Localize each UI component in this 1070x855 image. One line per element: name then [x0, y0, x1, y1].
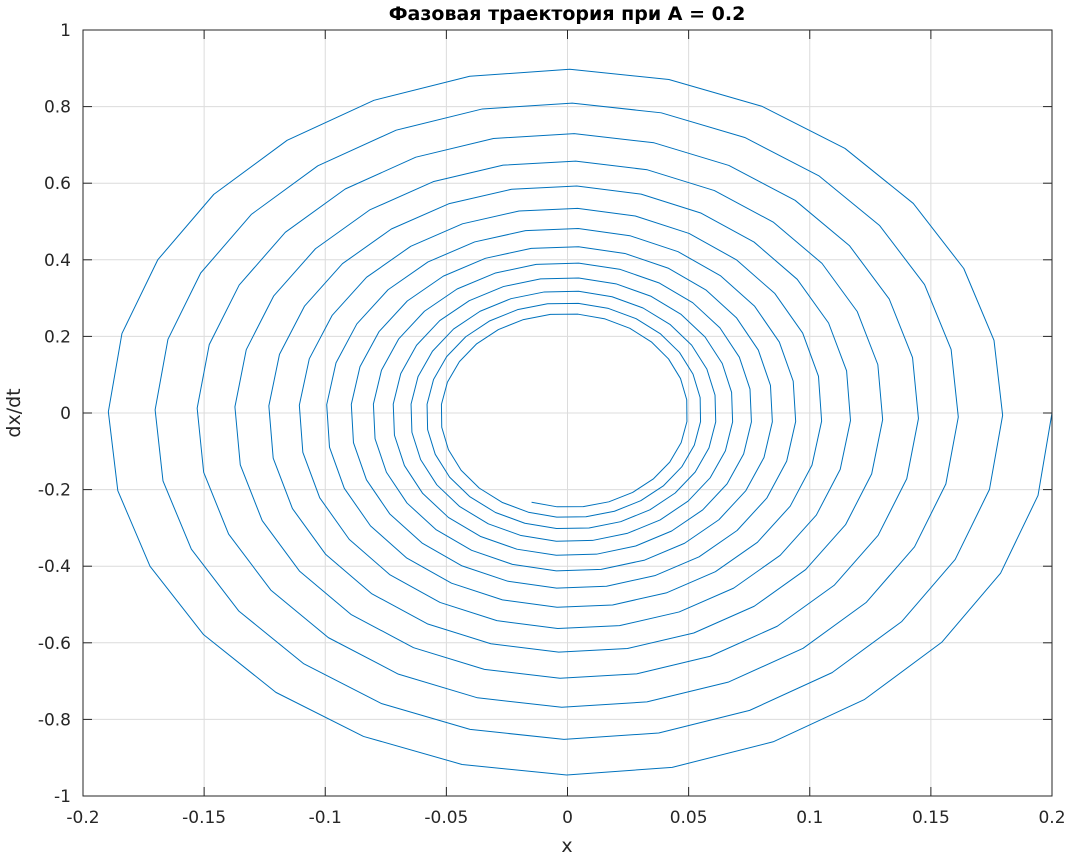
- y-tick-label: -0.8: [38, 710, 71, 730]
- y-axis-label: dx/dt: [3, 388, 25, 437]
- x-tick-label: -0.15: [182, 808, 226, 828]
- x-tick-label: 0.2: [1038, 808, 1065, 828]
- x-tick-label: 0.1: [796, 808, 823, 828]
- y-tick-label: -0.4: [38, 557, 71, 577]
- x-tick-labels: -0.2 -0.15 -0.1 -0.05 0 0.05 0.1 0.15 0.2: [66, 808, 1065, 828]
- x-tick-label: 0: [562, 808, 573, 828]
- y-tick-label: -0.2: [38, 481, 71, 501]
- grid: [83, 30, 1052, 796]
- y-tick-label: 1: [60, 21, 71, 41]
- chart-title: Фазовая траектория при A = 0.2: [389, 3, 746, 25]
- x-axis-label: x: [561, 835, 572, 855]
- trajectory-line: [107, 68, 1053, 776]
- y-tick-labels: -1 -0.8 -0.6 -0.4 -0.2 0 0.2 0.4 0.6 0.8 1: [38, 21, 71, 807]
- y-tick-label: 0.6: [44, 174, 71, 194]
- y-tick-label: 0.8: [44, 98, 71, 118]
- x-tick-label: 0.05: [670, 808, 708, 828]
- tick-marks: [82, 29, 1053, 797]
- x-tick-label: -0.1: [309, 808, 342, 828]
- x-tick-label: -0.05: [424, 808, 468, 828]
- plot-lines: [107, 68, 1053, 776]
- y-tick-label: -1: [54, 787, 71, 807]
- x-tick-label: -0.2: [66, 808, 99, 828]
- x-tick-label: 0.15: [912, 808, 950, 828]
- y-tick-label: 0.2: [44, 327, 71, 347]
- y-tick-label: 0: [60, 404, 71, 424]
- y-tick-label: -0.6: [38, 634, 71, 654]
- y-tick-label: 0.4: [44, 251, 71, 271]
